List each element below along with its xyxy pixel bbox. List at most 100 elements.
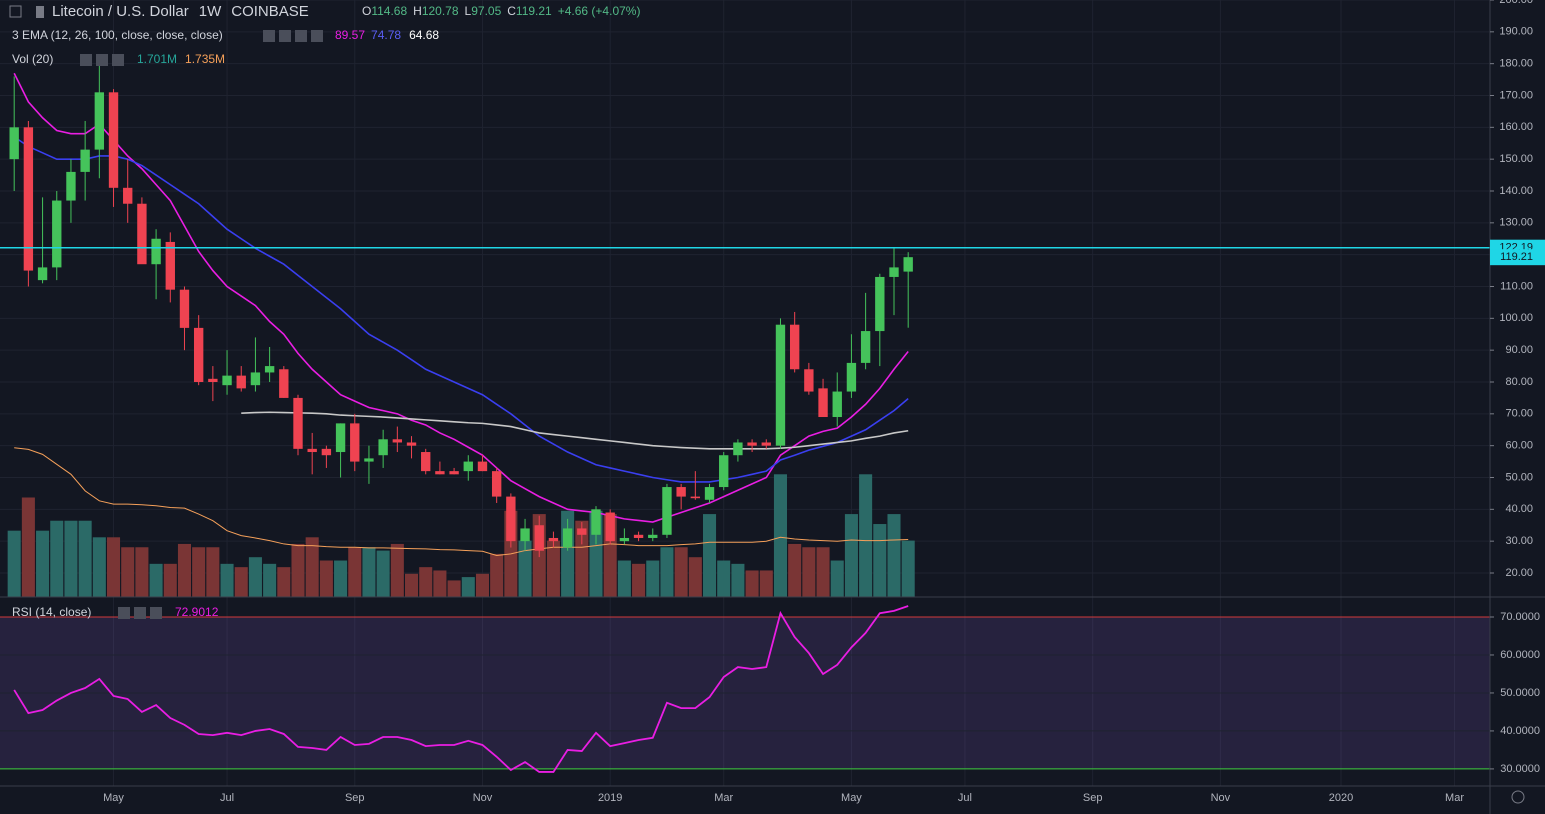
volume-bar [78, 520, 92, 597]
symbol-icon [36, 6, 44, 18]
candle-body [591, 509, 601, 535]
volume-bar [404, 573, 419, 597]
ohlc-value: 120.78 [422, 4, 459, 18]
candle-body [52, 200, 62, 268]
ohlc-value: 97.05 [471, 4, 501, 18]
remove-button[interactable] [150, 607, 162, 619]
volume-bar [234, 567, 248, 597]
remove-button[interactable] [112, 54, 124, 66]
volume-bar [106, 537, 121, 597]
volume-bar [92, 537, 106, 597]
ema-value: 64.68 [409, 28, 439, 42]
settings-button[interactable] [96, 54, 108, 66]
candle-body [279, 369, 289, 398]
volume-ma-line [14, 447, 909, 557]
volume-bar [433, 570, 447, 597]
candle-body [704, 487, 715, 500]
candle-body [491, 471, 502, 497]
volume-bar [461, 577, 475, 597]
candle-body [66, 171, 76, 201]
volume-values: 1.701M 1.735M [137, 52, 225, 66]
candle-body [208, 378, 218, 382]
volume-bar [220, 563, 234, 597]
eye-button[interactable] [263, 30, 275, 42]
volume-bar [830, 560, 844, 597]
y-tick-label: 170.00 [1499, 89, 1533, 101]
ohlc-label: O [362, 4, 371, 18]
volume-bar [788, 543, 802, 597]
volume-legend: Vol (20) [12, 52, 53, 66]
volume-bar [263, 563, 277, 597]
y-tick-label: 180.00 [1499, 58, 1533, 70]
volume-bar [674, 547, 688, 597]
eye-button[interactable] [80, 54, 92, 66]
candle-body [307, 448, 317, 453]
candle-body [421, 452, 431, 472]
candle-body [719, 455, 729, 488]
volume-ma-value: 1.735M [185, 52, 225, 66]
volume-bar [873, 524, 887, 597]
volume-bar [50, 520, 64, 597]
interval[interactable]: 1W [199, 3, 222, 20]
last-price-box [1490, 249, 1545, 266]
rsi-title[interactable]: RSI (14, close) [12, 605, 91, 619]
candle-body [761, 442, 771, 446]
y-tick-label: 80.00 [1505, 376, 1533, 388]
ema-line [13, 72, 909, 523]
volume-bar [334, 560, 348, 597]
candle-body [435, 471, 445, 475]
volume-bar [248, 557, 262, 597]
volume-bar [802, 547, 816, 597]
candle-body [364, 458, 374, 462]
candle-body [449, 471, 459, 475]
candle-body [775, 324, 786, 446]
candle-body [9, 127, 19, 160]
collapse-button[interactable] [9, 5, 22, 18]
ohlc-value: 114.68 [371, 4, 407, 18]
candle-body [137, 203, 147, 265]
candle-body [818, 388, 828, 418]
x-tick-label: 2019 [598, 792, 622, 804]
candle-body [662, 487, 672, 535]
eye-button[interactable] [118, 607, 130, 619]
volume-bar [135, 547, 149, 597]
ema-title[interactable]: 3 EMA (12, 26, 100, close, close, close) [12, 28, 223, 42]
source-button[interactable] [295, 30, 307, 42]
candle-body [335, 423, 346, 453]
candle-body [676, 487, 686, 497]
volume-bar [859, 474, 873, 597]
volume-bar [36, 530, 50, 597]
candle-body [789, 324, 800, 370]
volume-bar [745, 570, 759, 597]
volume-bar [887, 514, 901, 597]
settings-button[interactable] [134, 607, 146, 619]
x-tick-label: Nov [1211, 792, 1231, 804]
settings-icon[interactable] [1511, 790, 1525, 804]
candle-body [520, 528, 530, 542]
y-tick-label: 90.00 [1505, 344, 1533, 356]
x-tick-label: Mar [714, 792, 733, 804]
candle-body [903, 257, 913, 272]
candle-body [250, 372, 261, 386]
symbol[interactable]: Litecoin / U.S. Dollar [52, 3, 189, 20]
volume-bar [575, 520, 589, 597]
volume-bar [546, 540, 560, 597]
x-tick-label: 2020 [1329, 792, 1353, 804]
candle-body [832, 391, 842, 418]
volume-title[interactable]: Vol (20) [12, 52, 53, 66]
settings-button[interactable] [279, 30, 291, 42]
y-tick-label: 50.0000 [1500, 687, 1540, 699]
volume-bar [390, 543, 404, 597]
remove-button[interactable] [311, 30, 323, 42]
y-tick-label: 50.00 [1505, 471, 1533, 483]
x-tick-label: May [841, 792, 862, 804]
exchange[interactable]: COINBASE [231, 3, 309, 20]
volume-bar [419, 567, 433, 597]
ohlc-legend: O114.68 H120.78 L97.05 C119.21 +4.66 (+4.07%… [362, 4, 640, 18]
candle-body [23, 127, 34, 271]
ema-line [241, 411, 909, 450]
volume-bar [731, 563, 745, 597]
y-tick-label: 40.0000 [1500, 725, 1540, 737]
volume-bar [901, 540, 915, 597]
